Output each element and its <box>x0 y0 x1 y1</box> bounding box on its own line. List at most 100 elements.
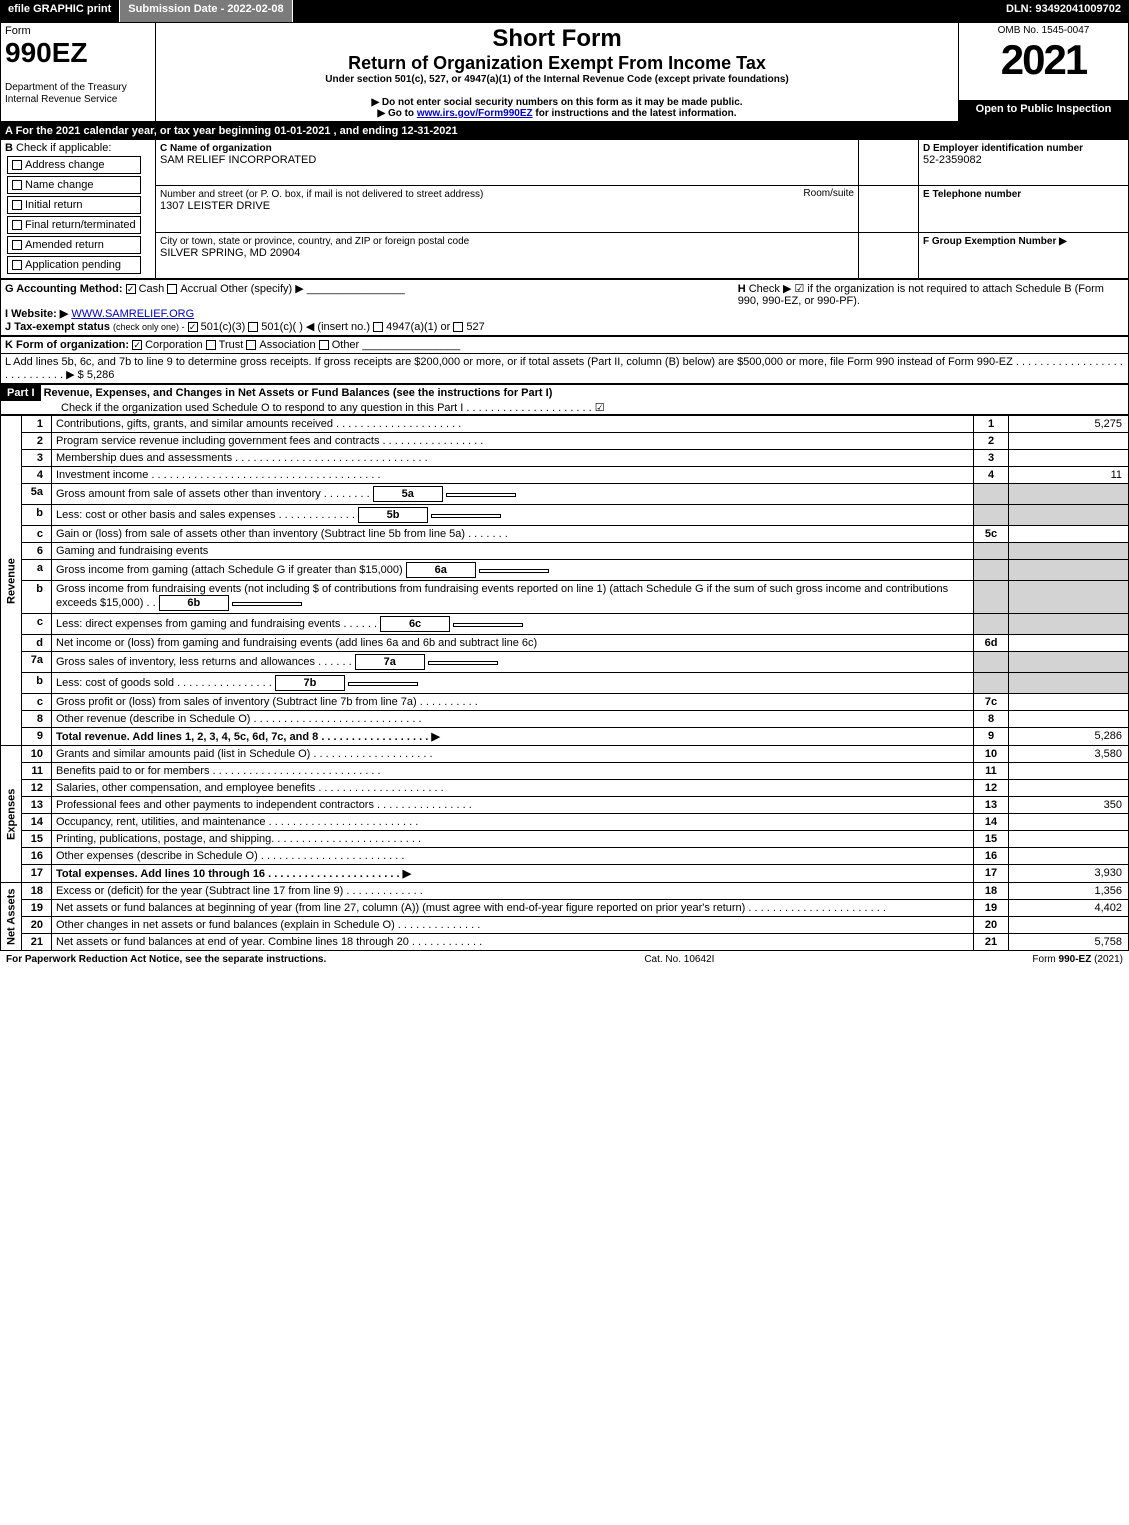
l7c-val <box>1009 694 1129 711</box>
l19-col: 19 <box>974 900 1009 917</box>
l7c-desc: Gross profit or (loss) from sales of inv… <box>52 694 974 711</box>
e-label: E Telephone number <box>923 189 1021 200</box>
l6a-col <box>974 560 1009 581</box>
l5b-col <box>974 505 1009 526</box>
l15-val <box>1009 831 1129 848</box>
main-title: Return of Organization Exempt From Incom… <box>160 53 954 74</box>
omb-number: OMB No. 1545-0047 <box>963 25 1124 36</box>
checkbox-initial-return[interactable] <box>12 200 22 210</box>
l6d-desc: Net income or (loss) from gaming and fun… <box>52 635 974 652</box>
checkbox-name-change[interactable] <box>12 180 22 190</box>
checkbox-4947[interactable] <box>373 322 383 332</box>
b-options: Address change Name change Initial retur… <box>5 154 143 276</box>
checkbox-501c3[interactable]: ✓ <box>188 322 198 332</box>
footer-right: Form 990-EZ (2021) <box>1032 954 1123 965</box>
checkbox-address-change[interactable] <box>12 160 22 170</box>
l21-num: 21 <box>22 934 52 951</box>
k-assoc: Association <box>259 339 315 351</box>
l5b-sub: 5b <box>358 507 428 523</box>
l17-num: 17 <box>22 865 52 883</box>
section-a: A For the 2021 calendar year, or tax yea… <box>1 123 1129 140</box>
l6-col <box>974 543 1009 560</box>
l16-desc: Other expenses (describe in Schedule O) … <box>52 848 974 865</box>
side-expenses: Expenses <box>1 746 22 883</box>
form-header-table: Form 990EZ Department of the Treasury In… <box>0 22 1129 122</box>
l2-col: 2 <box>974 433 1009 450</box>
dln: DLN: 93492041009702 <box>998 0 1129 22</box>
c-label: C Name of organization <box>160 143 272 154</box>
l5a-val <box>1009 484 1129 505</box>
checkbox-other-org[interactable] <box>319 340 329 350</box>
l7c-num: c <box>22 694 52 711</box>
l13-val: 350 <box>1009 797 1129 814</box>
l11-num: 11 <box>22 763 52 780</box>
l8-num: 8 <box>22 711 52 728</box>
short-form-title: Short Form <box>160 25 954 53</box>
l2-desc: Program service revenue including govern… <box>52 433 974 450</box>
g-other: Other (specify) ▶ <box>220 283 304 295</box>
l4-col: 4 <box>974 467 1009 484</box>
h-label: H <box>738 283 746 295</box>
l6b-num: b <box>22 581 52 614</box>
footer-catno: Cat. No. 10642I <box>644 954 714 965</box>
l20-num: 20 <box>22 917 52 934</box>
l21-desc: Net assets or fund balances at end of ye… <box>52 934 974 951</box>
checkbox-accrual[interactable] <box>167 284 177 294</box>
l13-desc: Professional fees and other payments to … <box>52 797 974 814</box>
irs-link[interactable]: www.irs.gov/Form990EZ <box>417 108 533 119</box>
page-footer: For Paperwork Reduction Act Notice, see … <box>0 951 1129 968</box>
l5a-subval <box>446 493 516 497</box>
l6d-num: d <box>22 635 52 652</box>
l4-val: 11 <box>1009 467 1129 484</box>
l6-desc: Gaming and fundraising events <box>52 543 974 560</box>
l3-num: 3 <box>22 450 52 467</box>
l7c-col: 7c <box>974 694 1009 711</box>
l18-desc: Excess or (deficit) for the year (Subtra… <box>52 883 974 900</box>
checkbox-cash[interactable]: ✓ <box>126 284 136 294</box>
l5b-desc: Less: cost or other basis and sales expe… <box>56 509 355 521</box>
l6c-subval <box>453 623 523 627</box>
l7b-col <box>974 673 1009 694</box>
l7b-val <box>1009 673 1129 694</box>
l21-col: 21 <box>974 934 1009 951</box>
l11-desc: Benefits paid to or for members . . . . … <box>52 763 974 780</box>
l5b-val <box>1009 505 1129 526</box>
l15-num: 15 <box>22 831 52 848</box>
checkbox-trust[interactable] <box>206 340 216 350</box>
footer-right-bold: 990-EZ <box>1059 954 1092 965</box>
l7b-desc: Less: cost of goods sold . . . . . . . .… <box>56 677 272 689</box>
l13-col: 13 <box>974 797 1009 814</box>
checkbox-527[interactable] <box>453 322 463 332</box>
i-label: I Website: ▶ <box>5 308 68 320</box>
checkbox-final-return[interactable] <box>12 220 22 230</box>
l5c-desc: Gain or (loss) from sale of assets other… <box>52 526 974 543</box>
l7a-sub: 7a <box>355 654 425 670</box>
l5c-col: 5c <box>974 526 1009 543</box>
l11-val <box>1009 763 1129 780</box>
opt-address-change: Address change <box>25 159 105 171</box>
checkbox-corp[interactable]: ✓ <box>132 340 142 350</box>
l5a-desc: Gross amount from sale of assets other t… <box>56 488 370 500</box>
efile-label: efile GRAPHIC print <box>0 0 120 22</box>
l15-col: 15 <box>974 831 1009 848</box>
part1-header: Part I Revenue, Expenses, and Changes in… <box>0 384 1129 415</box>
l15-desc: Printing, publications, postage, and shi… <box>52 831 974 848</box>
submission-date: Submission Date - 2022-02-08 <box>120 0 292 22</box>
checkbox-assoc[interactable] <box>246 340 256 350</box>
l6b-val <box>1009 581 1129 614</box>
room-label: Room/suite <box>803 188 854 199</box>
k-label: K Form of organization: <box>5 339 129 351</box>
l17-val: 3,930 <box>1009 865 1129 883</box>
l6-num: 6 <box>22 543 52 560</box>
g-label: G Accounting Method: <box>5 283 123 295</box>
l7a-subval <box>428 661 498 665</box>
top-bar: efile GRAPHIC print Submission Date - 20… <box>0 0 1129 22</box>
checkbox-amended[interactable] <box>12 240 22 250</box>
checkbox-501c[interactable] <box>248 322 258 332</box>
website-link[interactable]: WWW.SAMRELIEF.ORG <box>71 308 194 320</box>
form-number: 990EZ <box>5 37 88 68</box>
city-label: City or town, state or province, country… <box>160 236 469 247</box>
l1-col: 1 <box>974 416 1009 433</box>
k-section: K Form of organization: ✓Corporation Tru… <box>0 336 1129 384</box>
checkbox-pending[interactable] <box>12 260 22 270</box>
